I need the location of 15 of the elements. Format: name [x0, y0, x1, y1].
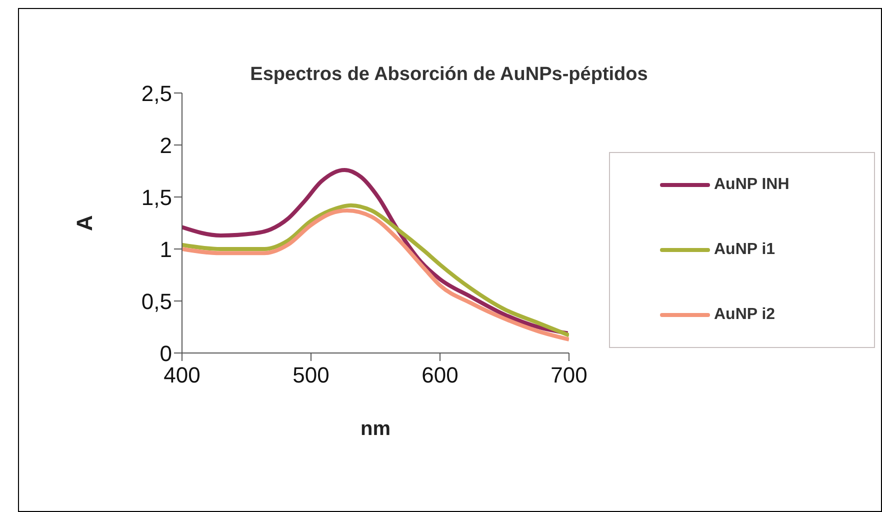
x-tick-label: 500: [292, 362, 330, 388]
chart-title: Espectros de Absorción de AuNPs-péptidos: [250, 64, 648, 85]
x-tick-label: 700: [550, 362, 588, 388]
y-axis-title: A: [72, 214, 97, 231]
y-tick-label: 0,5: [141, 288, 172, 314]
legend-label: AuNP INH: [714, 176, 790, 194]
y-tick-label: 1: [160, 236, 172, 262]
legend-label: AuNP i1: [714, 240, 776, 259]
x-axis-title: nm: [360, 418, 390, 440]
line-series: [182, 168, 569, 336]
y-tick-label: 2: [160, 132, 172, 158]
y-tick-label: 1,5: [141, 184, 172, 210]
legend-label: AuNP i2: [714, 306, 776, 324]
y-tick-label: 2,5: [141, 80, 172, 106]
x-tick-label: 600: [422, 362, 458, 388]
